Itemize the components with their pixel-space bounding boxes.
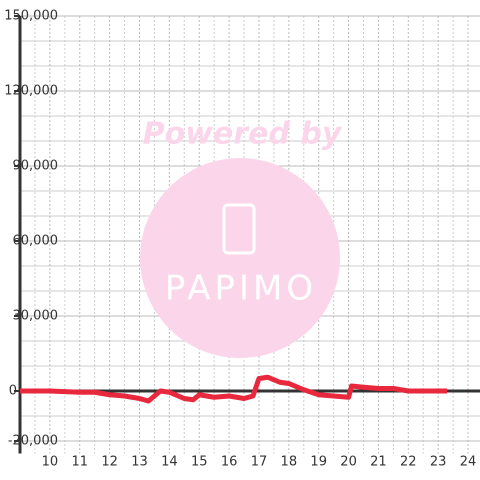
watermark-text: Powered by xyxy=(143,117,343,152)
x-tick-label: 22 xyxy=(400,455,417,470)
x-tick-label: 21 xyxy=(370,455,387,470)
x-tick-label: 17 xyxy=(251,455,268,470)
watermark-logo: PAPIMO xyxy=(165,269,317,309)
y-tick-label: 120,000 xyxy=(4,84,58,99)
x-tick-label: 24 xyxy=(460,455,477,470)
y-tick-label: 0 xyxy=(9,384,17,399)
x-tick-label: 18 xyxy=(281,455,298,470)
x-tick-label: 12 xyxy=(101,455,118,470)
x-tick-label: 13 xyxy=(131,455,148,470)
x-tick-label: 10 xyxy=(42,455,59,470)
watermark-circle xyxy=(140,158,340,358)
grid xyxy=(20,15,480,454)
y-tick-label: 60,000 xyxy=(13,234,59,249)
y-tick-label: 30,000 xyxy=(13,309,59,324)
y-tick-label: 90,000 xyxy=(13,159,59,174)
watermark-icon xyxy=(222,203,256,255)
x-tick-label: 16 xyxy=(221,455,238,470)
x-tick-label: 20 xyxy=(340,455,357,470)
y-tick-label: -20,000 xyxy=(8,434,58,449)
x-tick-label: 14 xyxy=(161,455,178,470)
x-tick-label: 11 xyxy=(71,455,88,470)
x-tick-label: 15 xyxy=(191,455,208,470)
x-tick-label: 19 xyxy=(310,455,327,470)
line xyxy=(20,374,448,404)
watermark: Powered by PAPIMO xyxy=(140,117,343,358)
y-tick-label: 150,000 xyxy=(4,9,58,24)
x-tick-label: 23 xyxy=(430,455,447,470)
